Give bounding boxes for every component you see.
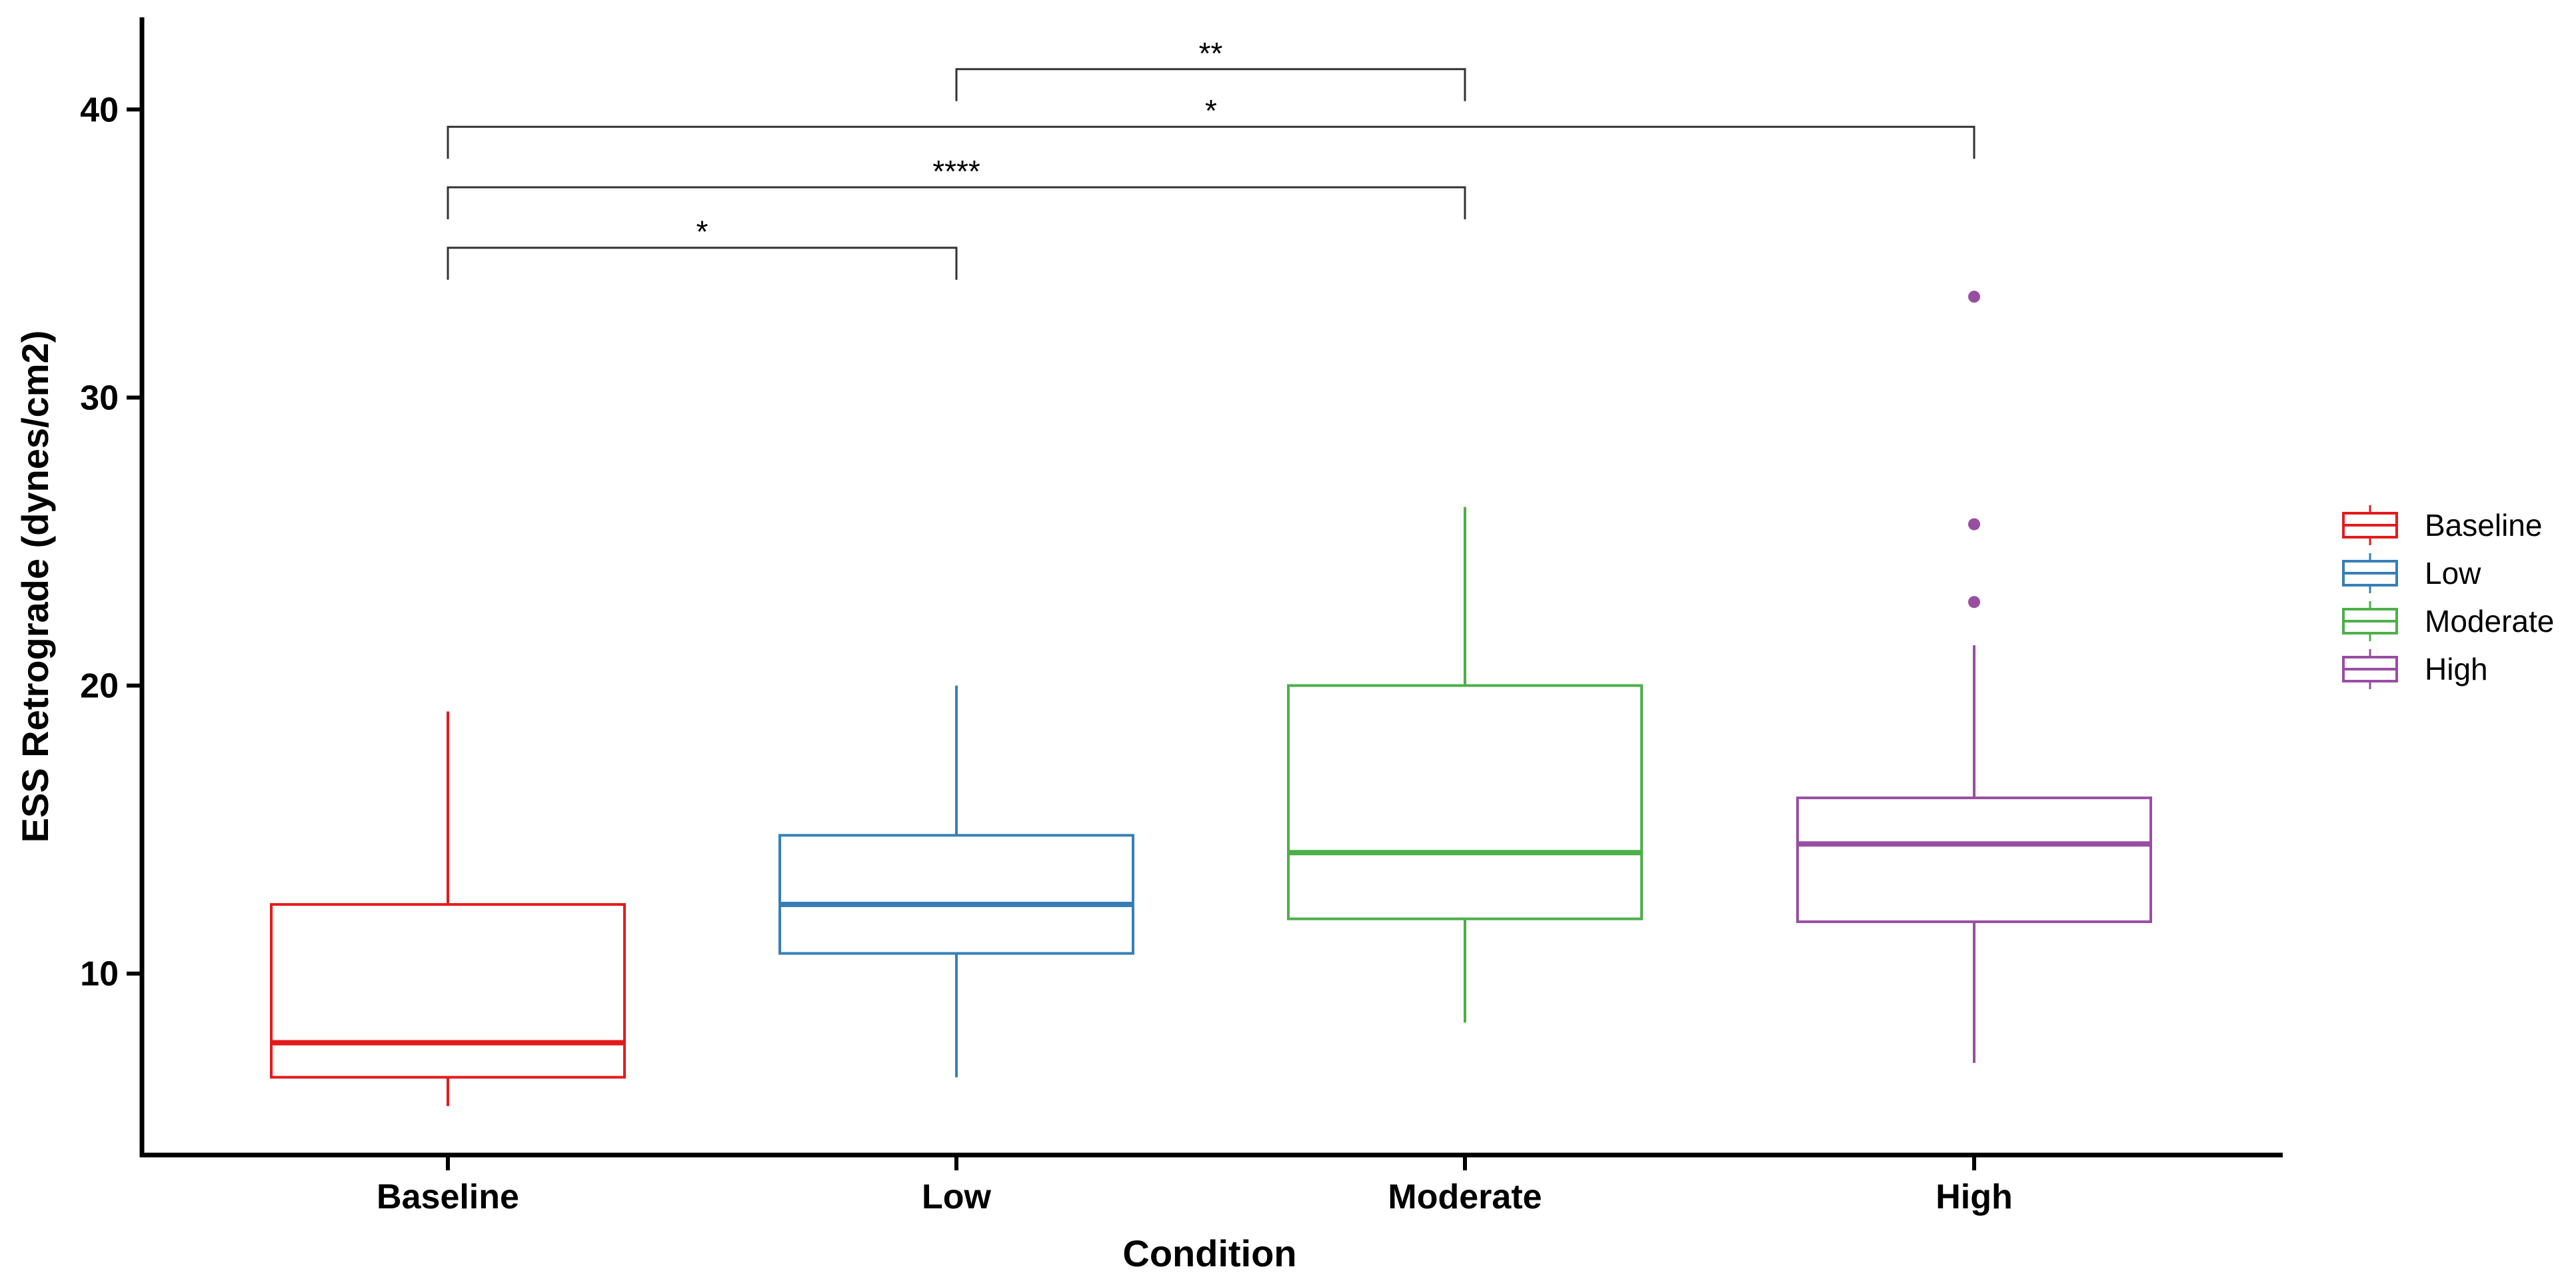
y-tick-label-40: 40 (80, 91, 119, 129)
x-tick-label-low: Low (922, 1178, 992, 1216)
bracket-baseline-low: * (447, 215, 958, 280)
outlier-high-0 (1968, 596, 1980, 609)
box-high (1796, 291, 2152, 1063)
significance-label-0: ** (1199, 36, 1223, 71)
legend-item-moderate: Moderate (2342, 601, 2554, 641)
bracket-baseline-high: * (447, 93, 1975, 159)
x-axis-title: Condition (1122, 1232, 1296, 1274)
y-tick-label-20: 20 (80, 667, 119, 706)
box-iqr-high (1796, 796, 2152, 923)
bracket-line-1 (447, 125, 1975, 159)
legend-item-high: High (2342, 649, 2488, 689)
x-tick-label-moderate: Moderate (1388, 1178, 1542, 1216)
y-axis-title: ESS Retrograde (dynes/cm2) (14, 331, 56, 843)
x-tick-label-high: High (1935, 1178, 2013, 1216)
bracket-low-moderate: ** (955, 36, 1466, 101)
legend-item-baseline: Baseline (2342, 505, 2542, 545)
bracket-line-2 (447, 186, 1466, 219)
legend-label-moderate: Moderate (2425, 604, 2554, 639)
significance-brackets: ******** (447, 36, 1975, 280)
bracket-baseline-moderate: **** (447, 154, 1466, 219)
legend-label-high: High (2425, 652, 2488, 686)
box-series (270, 291, 2152, 1106)
legend-item-low: Low (2342, 553, 2481, 593)
box-iqr-moderate (1287, 684, 1643, 920)
outlier-high-2 (1968, 291, 1980, 303)
bracket-line-0 (955, 68, 1466, 101)
x-ticks: Baseline Low Moderate High (377, 1155, 2013, 1216)
outlier-high-1 (1968, 518, 1980, 531)
axes (139, 17, 2283, 1158)
box-low (778, 685, 1134, 1078)
y-tick-label-10: 10 (80, 955, 119, 994)
significance-label-3: * (696, 215, 708, 249)
box-moderate (1287, 507, 1643, 1023)
legend-label-low: Low (2425, 556, 2481, 591)
legend-label-baseline: Baseline (2425, 508, 2542, 543)
significance-label-1: * (1205, 93, 1217, 128)
box-iqr-baseline (270, 903, 626, 1079)
significance-label-2: **** (932, 154, 980, 189)
bracket-line-3 (447, 247, 958, 280)
y-ticks: 10 20 30 40 (80, 91, 142, 994)
x-tick-label-baseline: Baseline (377, 1178, 519, 1216)
legend: Baseline Low Moderate High (2342, 505, 2554, 689)
box-baseline (270, 711, 626, 1106)
y-tick-label-30: 30 (80, 379, 119, 417)
box-iqr-low (778, 834, 1134, 955)
